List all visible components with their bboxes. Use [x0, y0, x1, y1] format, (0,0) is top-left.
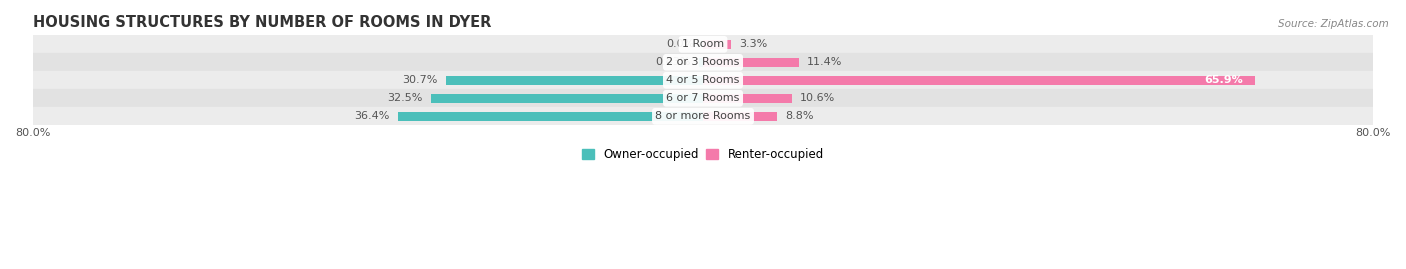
Bar: [446, 76, 703, 85]
Bar: [398, 112, 703, 121]
Text: 4 or 5 Rooms: 4 or 5 Rooms: [666, 75, 740, 85]
Text: HOUSING STRUCTURES BY NUMBER OF ROOMS IN DYER: HOUSING STRUCTURES BY NUMBER OF ROOMS IN…: [32, 15, 491, 30]
Bar: [430, 94, 703, 103]
Text: 8.8%: 8.8%: [785, 111, 814, 121]
Legend: Owner-occupied, Renter-occupied: Owner-occupied, Renter-occupied: [578, 144, 828, 166]
Text: 0.43%: 0.43%: [655, 57, 690, 67]
Text: 6 or 7 Rooms: 6 or 7 Rooms: [666, 93, 740, 103]
Bar: [699, 58, 703, 67]
Text: 2 or 3 Rooms: 2 or 3 Rooms: [666, 57, 740, 67]
Text: 30.7%: 30.7%: [402, 75, 437, 85]
Bar: [32, 35, 1374, 53]
Bar: [703, 76, 1256, 85]
Bar: [703, 58, 799, 67]
Bar: [32, 71, 1374, 89]
Text: 1 Room: 1 Room: [682, 39, 724, 49]
Bar: [32, 107, 1374, 125]
Text: 8 or more Rooms: 8 or more Rooms: [655, 111, 751, 121]
Text: Source: ZipAtlas.com: Source: ZipAtlas.com: [1278, 19, 1389, 29]
Text: 10.6%: 10.6%: [800, 93, 835, 103]
Text: 3.3%: 3.3%: [740, 39, 768, 49]
Text: 36.4%: 36.4%: [354, 111, 389, 121]
Text: 65.9%: 65.9%: [1204, 75, 1243, 85]
Text: 11.4%: 11.4%: [807, 57, 842, 67]
Bar: [703, 40, 731, 49]
Text: 32.5%: 32.5%: [387, 93, 422, 103]
Bar: [32, 53, 1374, 71]
Bar: [703, 94, 792, 103]
Bar: [703, 112, 776, 121]
Bar: [32, 89, 1374, 107]
Text: 0.0%: 0.0%: [666, 39, 695, 49]
